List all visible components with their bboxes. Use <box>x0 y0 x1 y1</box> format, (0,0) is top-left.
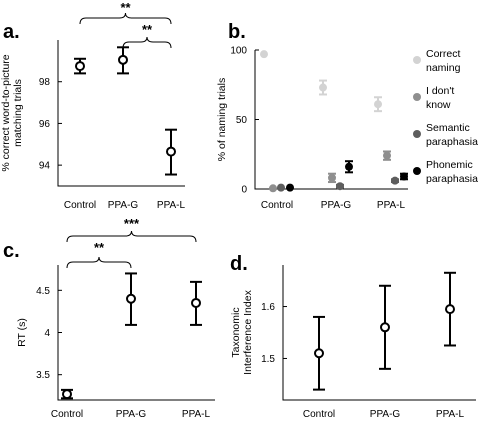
x-tick-label: Control <box>303 409 335 420</box>
legend-label: Correct naming <box>426 48 461 74</box>
x-tick-label: PPA-L <box>377 200 406 211</box>
legend-label: Semantic paraphasia <box>426 122 478 148</box>
y-tick-label: 94 <box>39 161 51 172</box>
significance-label: ** <box>142 22 153 37</box>
data-point <box>400 172 408 181</box>
data-point <box>62 389 72 400</box>
data-point <box>118 54 128 65</box>
significance-bracket <box>122 36 172 49</box>
panel-d-axes <box>282 265 476 401</box>
significance-label: *** <box>124 216 140 231</box>
significance-bracket <box>66 230 197 243</box>
legend-marker <box>413 167 421 175</box>
legend-marker <box>413 93 421 101</box>
y-tick-label: 4 <box>44 328 50 339</box>
y-tick-label: 50 <box>236 115 248 126</box>
x-tick-label: PPA-G <box>321 200 352 211</box>
x-tick-label: Control <box>51 409 83 420</box>
significance-label: ** <box>94 240 105 255</box>
data-point <box>319 83 327 92</box>
data-point <box>166 146 176 157</box>
significance-label: ** <box>120 0 131 15</box>
y-tick-label: 4.5 <box>36 286 50 297</box>
data-point <box>445 304 455 315</box>
significance-bracket <box>79 12 172 25</box>
x-tick-label: PPA-L <box>157 200 186 211</box>
data-point <box>391 176 399 185</box>
x-tick-label: PPA-G <box>370 409 401 420</box>
x-tick-label: PPA-L <box>436 409 465 420</box>
data-point <box>126 293 136 304</box>
y-tick-label: 100 <box>230 46 247 57</box>
data-point <box>383 151 391 160</box>
data-point <box>286 183 294 192</box>
panel-label: a. <box>3 21 20 43</box>
data-point <box>336 182 344 191</box>
panel-a-axes <box>57 40 185 187</box>
panel-c-axes <box>57 265 215 401</box>
x-tick-label: Control <box>64 200 96 211</box>
y-tick-label: 1.5 <box>261 354 275 365</box>
data-point <box>75 61 85 72</box>
data-point <box>191 297 201 308</box>
y-tick-label: 3.5 <box>36 370 50 381</box>
panel-b-axes <box>254 50 408 190</box>
x-tick-label: Control <box>261 200 293 211</box>
data-point <box>277 183 285 192</box>
data-point <box>380 322 390 333</box>
panel-label: c. <box>3 240 20 262</box>
data-point <box>345 162 353 171</box>
legend-marker <box>413 56 421 64</box>
panel-label: d. <box>230 253 248 275</box>
significance-bracket <box>66 256 132 269</box>
y-tick-label: 0 <box>241 185 247 196</box>
legend-marker <box>413 130 421 138</box>
x-tick-label: PPA-G <box>108 200 139 211</box>
data-point <box>314 348 324 359</box>
data-point <box>328 173 336 182</box>
y-tick-label: 1.6 <box>261 302 275 313</box>
legend-label: I don't know <box>426 85 454 111</box>
data-point <box>374 100 382 109</box>
x-tick-label: PPA-G <box>116 409 147 420</box>
data-point <box>269 184 277 193</box>
y-axis-label: RT (s) <box>16 318 28 347</box>
y-axis-label: % correct word-to-picturematching trials <box>0 54 24 171</box>
y-axis-label: TaxonomicInterference Index <box>230 289 254 374</box>
x-tick-label: PPA-L <box>182 409 211 420</box>
y-tick-label: 98 <box>39 77 51 88</box>
legend-label: Phonemic paraphasia <box>426 159 478 185</box>
y-axis-label: % of naming trials <box>216 78 228 161</box>
data-point <box>260 50 268 59</box>
panel-label: b. <box>228 21 246 43</box>
y-tick-label: 96 <box>39 119 51 130</box>
